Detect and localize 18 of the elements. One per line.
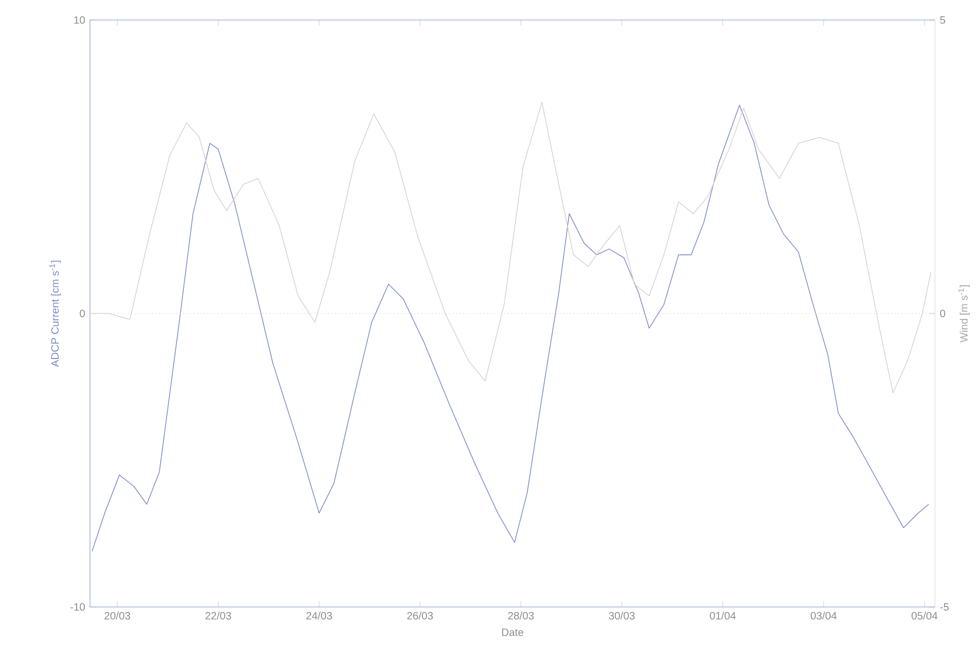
x-tick-label: 01/04 (710, 612, 736, 620)
x-tick-label: 24/03 (306, 612, 332, 620)
x-tick-label: 22/03 (205, 612, 232, 620)
y-axis-title: ADCP Current [cm s$^{-1}$] (49, 260, 61, 367)
y-tick-label: 10 (74, 16, 85, 24)
x-tick-label: 30/03 (608, 612, 635, 620)
x-tick-label: 26/03 (407, 612, 433, 620)
y2-tick-label: 0 (940, 310, 946, 318)
x-tick-label: 20/03 (104, 612, 130, 620)
x-tick-label: 03/04 (810, 612, 837, 620)
x-tick-label: 05/04 (912, 612, 938, 620)
y-tick-label: 0 (80, 310, 85, 318)
y2-tick-label: 5 (940, 16, 946, 24)
y2-axis-title: Wind [m s$^{-1}$] (958, 285, 970, 342)
y2-tick-label: -5 (940, 603, 949, 611)
y-tick-label: -10 (70, 603, 85, 611)
x-tick-label: 28/03 (508, 612, 534, 620)
x-axis-title: Date (502, 628, 524, 636)
